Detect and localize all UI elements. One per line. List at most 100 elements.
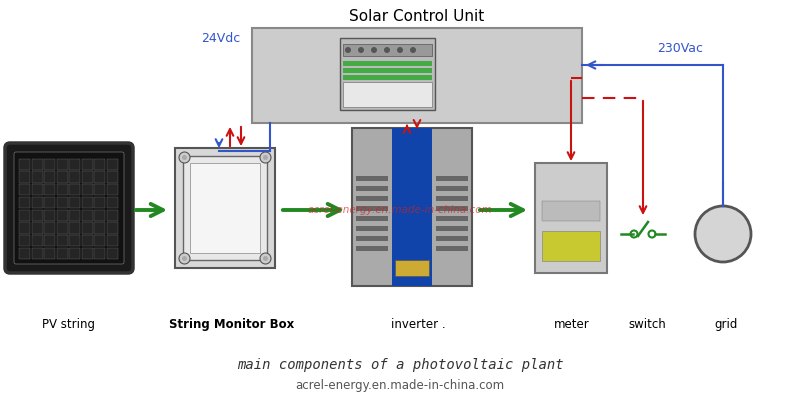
Bar (436, 236, 468, 241)
Bar (57, 158, 67, 170)
Bar (44, 248, 55, 259)
Bar (343, 82, 432, 107)
Circle shape (182, 155, 187, 160)
Bar (436, 246, 468, 251)
Text: Solar Control Unit: Solar Control Unit (350, 9, 485, 24)
Bar (352, 128, 472, 286)
Bar (82, 184, 93, 195)
Bar (19, 171, 30, 183)
Bar (94, 235, 105, 246)
Bar (57, 197, 67, 208)
Circle shape (410, 47, 416, 53)
Bar (392, 128, 432, 286)
Circle shape (263, 155, 268, 160)
Bar (57, 248, 67, 259)
Circle shape (630, 231, 638, 238)
Bar (106, 171, 118, 183)
Bar (356, 186, 388, 191)
Bar (19, 248, 30, 259)
Bar (436, 206, 468, 211)
Bar (356, 226, 388, 231)
Circle shape (263, 256, 268, 261)
Bar (57, 235, 67, 246)
Text: main components of a photovoltaic plant: main components of a photovoltaic plant (237, 358, 563, 372)
Bar (19, 210, 30, 221)
Bar (94, 171, 105, 183)
Text: grid: grid (714, 318, 738, 331)
Bar (542, 231, 600, 261)
Circle shape (649, 231, 655, 238)
FancyBboxPatch shape (5, 143, 133, 273)
Bar (183, 156, 267, 260)
Bar (436, 226, 468, 231)
Bar (252, 28, 582, 123)
Bar (69, 210, 80, 221)
Text: String Monitor Box: String Monitor Box (170, 318, 294, 331)
Bar (106, 222, 118, 234)
Circle shape (179, 152, 190, 163)
Bar (44, 210, 55, 221)
Bar (535, 163, 607, 273)
Bar (82, 158, 93, 170)
Bar (57, 222, 67, 234)
Bar (31, 235, 42, 246)
Text: 24Vdc: 24Vdc (201, 32, 240, 45)
Bar (31, 197, 42, 208)
Bar (44, 235, 55, 246)
Circle shape (695, 206, 751, 262)
Bar (356, 196, 388, 201)
Bar (106, 184, 118, 195)
Bar (82, 171, 93, 183)
Bar (190, 163, 260, 253)
Bar (69, 222, 80, 234)
Bar (94, 248, 105, 259)
Bar (436, 186, 468, 191)
Bar (343, 75, 432, 80)
Circle shape (358, 47, 364, 53)
Bar (356, 236, 388, 241)
Text: inverter .: inverter . (390, 318, 446, 331)
Bar (356, 246, 388, 251)
Circle shape (371, 47, 377, 53)
Bar (343, 61, 432, 66)
Bar (69, 184, 80, 195)
Bar (44, 171, 55, 183)
Text: 230Vac: 230Vac (657, 42, 703, 55)
Text: acrel-energy.en.made-in-china.com: acrel-energy.en.made-in-china.com (308, 205, 492, 215)
Bar (69, 158, 80, 170)
Bar (57, 171, 67, 183)
Bar (343, 44, 432, 56)
Bar (106, 235, 118, 246)
Bar (82, 222, 93, 234)
Bar (44, 197, 55, 208)
Bar (436, 176, 468, 181)
Bar (44, 222, 55, 234)
Bar (31, 158, 42, 170)
Bar (69, 171, 80, 183)
Bar (106, 197, 118, 208)
Bar (436, 196, 468, 201)
Bar (343, 68, 432, 73)
Bar (436, 216, 468, 221)
Bar (395, 260, 429, 276)
Bar (82, 235, 93, 246)
Bar (57, 184, 67, 195)
Bar (94, 197, 105, 208)
Bar (57, 210, 67, 221)
Bar (106, 248, 118, 259)
Bar (82, 210, 93, 221)
Text: PV string: PV string (42, 318, 94, 331)
Text: switch: switch (628, 318, 666, 331)
Bar (19, 158, 30, 170)
Circle shape (260, 253, 271, 264)
Bar (69, 248, 80, 259)
Bar (94, 210, 105, 221)
Bar (19, 222, 30, 234)
Text: acrel-energy.en.made-in-china.com: acrel-energy.en.made-in-china.com (295, 379, 505, 392)
Circle shape (397, 47, 403, 53)
Circle shape (179, 253, 190, 264)
Bar (94, 222, 105, 234)
Bar (356, 216, 388, 221)
Bar (356, 176, 388, 181)
Bar (31, 222, 42, 234)
